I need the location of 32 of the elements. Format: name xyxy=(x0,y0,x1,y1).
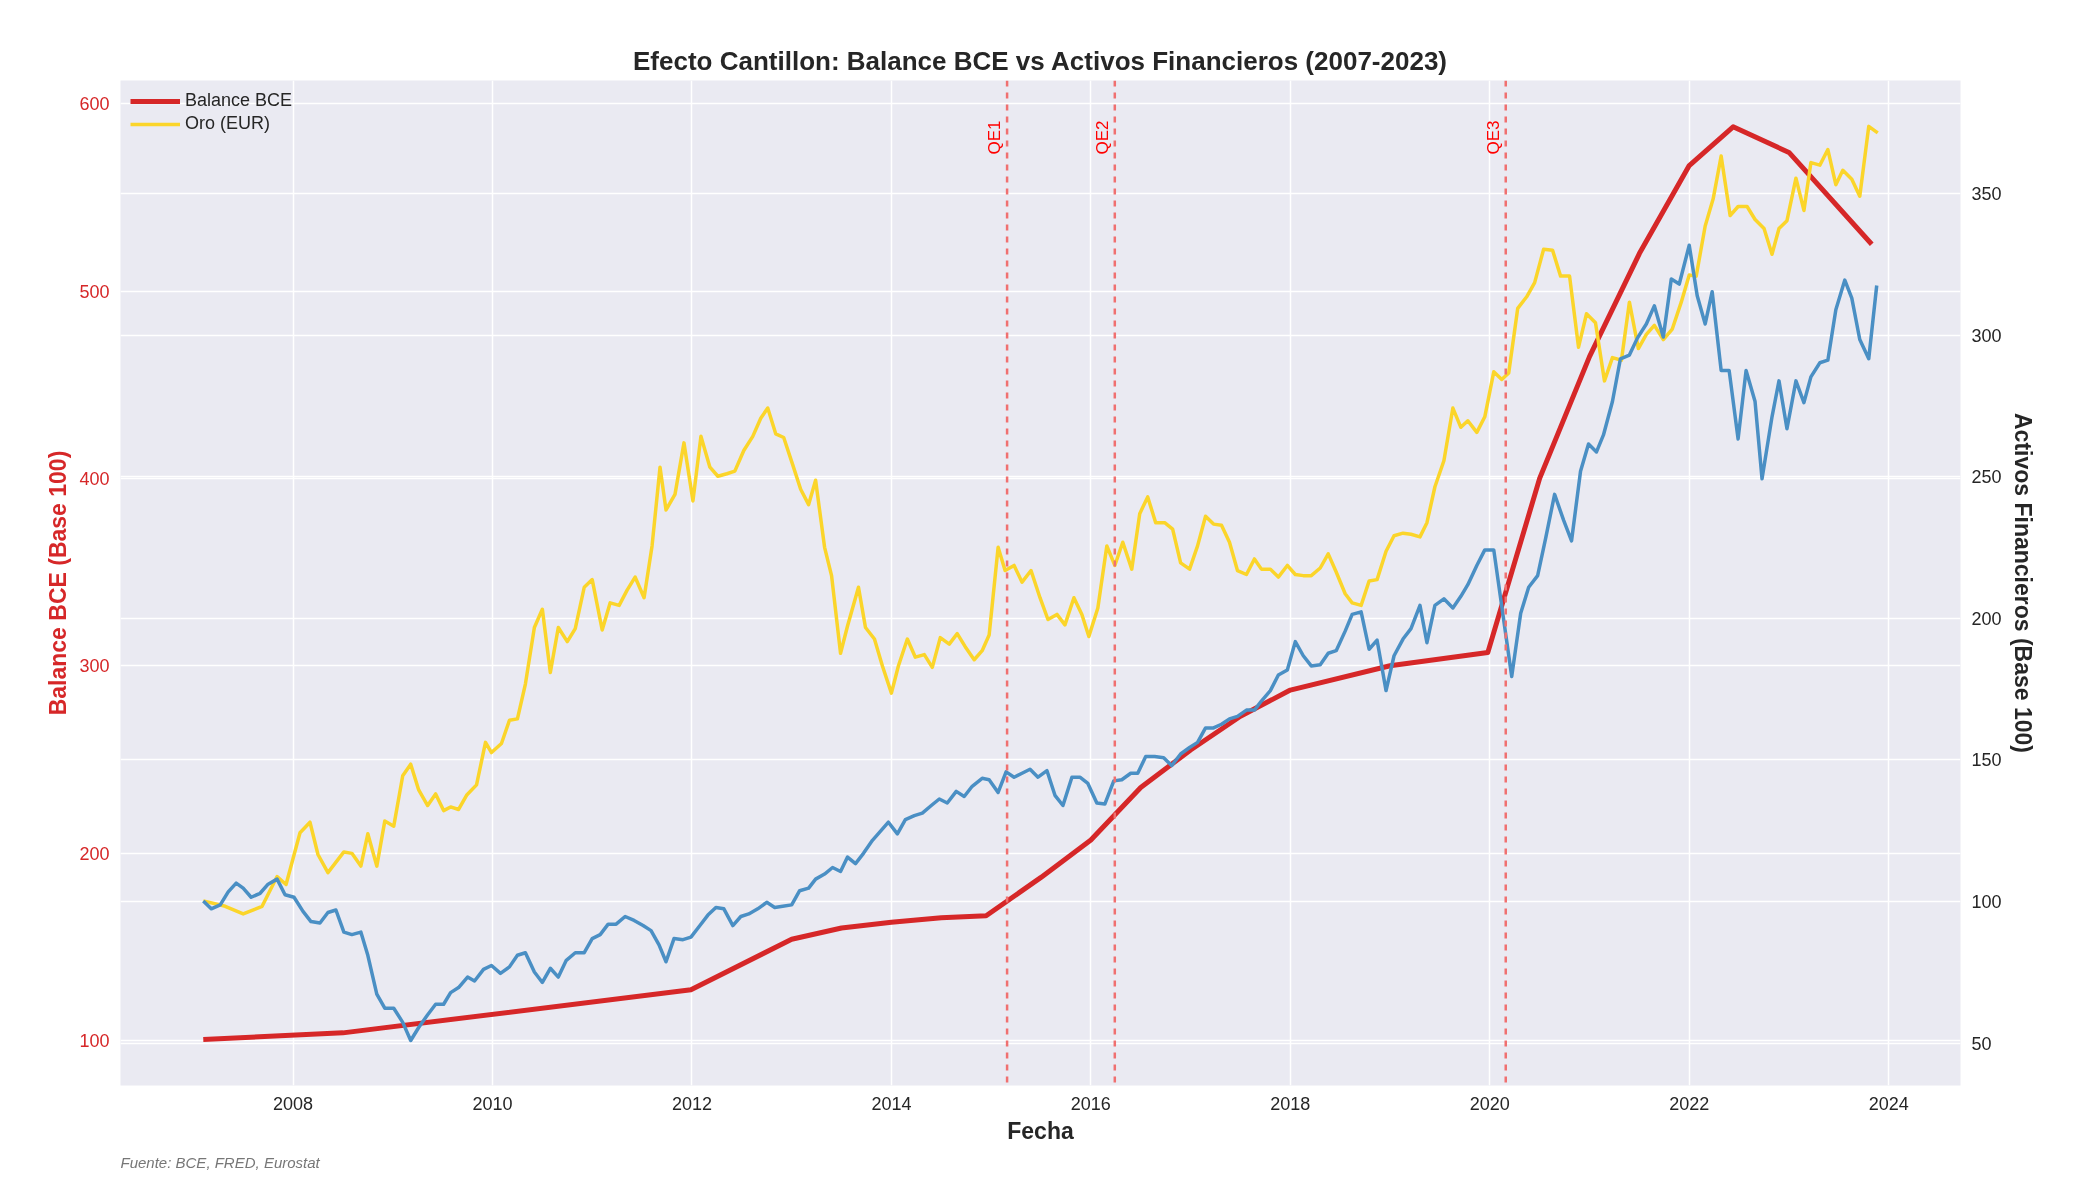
y2-tick-label: 250 xyxy=(1971,467,2002,488)
x-tick-label: 2010 xyxy=(472,1093,513,1114)
x-axis-title: Fecha xyxy=(1007,1117,1074,1144)
y2-tick-label: 300 xyxy=(1971,325,2002,346)
y2-tick-label: 100 xyxy=(1971,891,2002,912)
x-tick-label: 2022 xyxy=(1669,1093,1710,1114)
x-tick-label: 2016 xyxy=(1070,1093,1111,1114)
y2-tick-label: 150 xyxy=(1971,750,2002,771)
legend-label: Balance BCE xyxy=(185,90,293,111)
y-tick-label: 100 xyxy=(79,1030,110,1051)
x-tick-label: 2018 xyxy=(1270,1093,1311,1114)
legend-label: Oro (EUR) xyxy=(185,113,270,134)
x-tick-label: 2012 xyxy=(671,1093,712,1114)
x-tick-label: 2024 xyxy=(1868,1093,1909,1114)
y-tick-label: 500 xyxy=(79,281,110,302)
y2-tick-label: 350 xyxy=(1971,184,2002,205)
x-tick-label: 2020 xyxy=(1469,1093,1510,1114)
y2-tick-label: 50 xyxy=(1971,1033,1992,1054)
x-tick-label: 2014 xyxy=(871,1093,912,1114)
ref-line-label: QE2 xyxy=(1092,120,1112,155)
ref-line-label: QE3 xyxy=(1483,120,1503,155)
chart-title: Efecto Cantillon: Balance BCE vs Activos Financieros (2007-2023) xyxy=(633,45,1448,76)
y2-tick-label: 200 xyxy=(1971,608,2002,629)
y-axis-title: Balance BCE (Base 100) xyxy=(45,450,72,716)
ref-line-label: QE1 xyxy=(985,120,1005,155)
source-note: Fuente: BCE, FRED, Eurostat xyxy=(120,1153,321,1171)
y2-axis-title: Activos Financieros (Base 100) xyxy=(2009,412,2036,754)
y-tick-label: 200 xyxy=(79,843,110,864)
y-tick-label: 400 xyxy=(79,468,110,489)
x-tick-label: 2008 xyxy=(273,1093,314,1114)
y-tick-label: 600 xyxy=(79,94,110,115)
y-tick-label: 300 xyxy=(79,656,110,677)
